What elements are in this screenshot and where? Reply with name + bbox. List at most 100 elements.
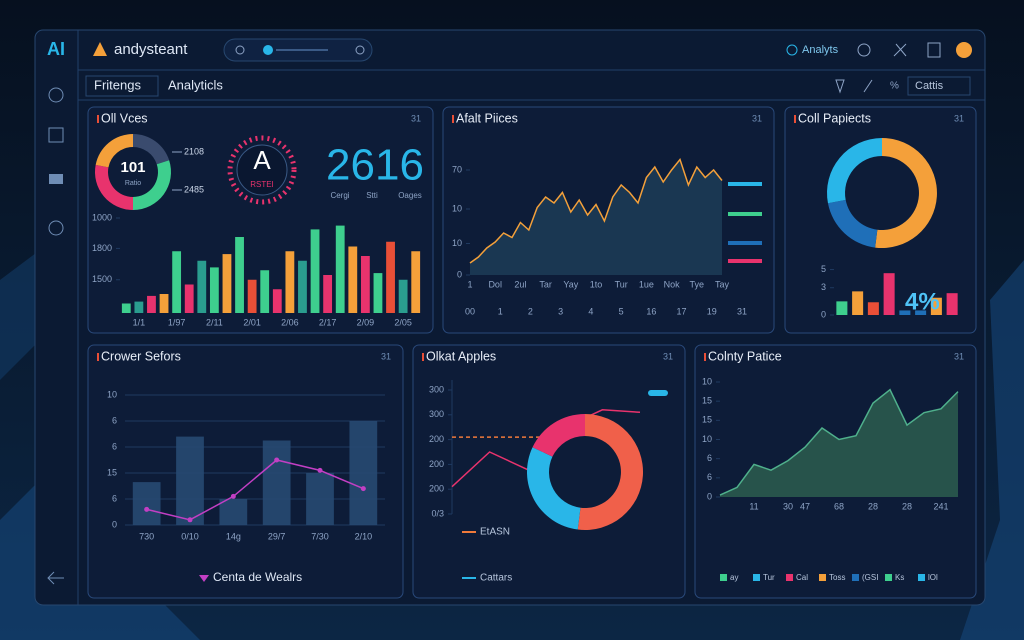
point xyxy=(360,486,366,492)
toolbar-box xyxy=(907,76,971,96)
bar xyxy=(930,297,942,315)
x-tick-label: Tur xyxy=(615,279,628,289)
bar xyxy=(219,499,248,525)
gauge xyxy=(227,135,297,205)
x-tick-label: 28 xyxy=(902,501,912,511)
donut-segment xyxy=(577,414,644,530)
sidebar-icon[interactable] xyxy=(48,127,64,143)
y-tick-label: 0 xyxy=(707,491,712,501)
sidebar-icon[interactable] xyxy=(48,87,64,103)
y-tick-label: 15 xyxy=(107,467,117,477)
panel-badge: 31 xyxy=(954,351,964,361)
legend-marker xyxy=(786,574,793,581)
bar xyxy=(883,273,895,315)
big-caption: Cergi xyxy=(330,191,349,200)
y-tick-label: 6 xyxy=(112,441,117,451)
y-tick-label: 1500 xyxy=(92,274,112,284)
settings-icon[interactable] xyxy=(857,43,871,57)
y-tick-label: 300 xyxy=(429,384,444,394)
panel-title: Oll Vces xyxy=(101,111,148,125)
decor-bar xyxy=(728,259,762,263)
bar xyxy=(260,270,270,313)
y-tick-label: 200 xyxy=(429,484,444,494)
avatar[interactable] xyxy=(956,42,972,58)
y-tick-label: 3 xyxy=(821,282,826,292)
y-tick-label: 1800 xyxy=(92,243,112,253)
y-tick-label: 1000 xyxy=(92,212,112,222)
x-tick-label: 16 xyxy=(646,306,656,316)
y-tick-label: 6 xyxy=(112,415,117,425)
legend-label: Cal xyxy=(796,573,808,582)
slider-knob[interactable] xyxy=(263,45,273,55)
legend-label: Ks xyxy=(895,573,904,582)
bar xyxy=(272,289,282,313)
y-tick-label: 0 xyxy=(821,309,826,319)
bar xyxy=(147,295,156,313)
x-tick-label: 29/7 xyxy=(268,531,286,541)
x-tick-label: 2/06 xyxy=(281,317,299,327)
panel-title: Olkat Apples xyxy=(426,349,496,363)
nav-link[interactable]: Analyts xyxy=(802,44,839,56)
legend-marker xyxy=(885,574,892,581)
sidebar-icon[interactable] xyxy=(48,220,64,236)
bar xyxy=(946,293,958,315)
bar xyxy=(306,473,334,525)
toolbar-label[interactable]: Cattis xyxy=(915,80,944,92)
sidebar-icon[interactable] xyxy=(49,174,63,184)
y-tick-label: 0 xyxy=(112,519,117,529)
bar xyxy=(132,482,161,525)
point xyxy=(274,457,280,463)
donut-segment xyxy=(133,134,170,165)
logo: AI xyxy=(47,39,65,59)
x-tick-label: 4 xyxy=(588,306,593,316)
y-tick-label: 0/3 xyxy=(431,508,444,518)
big-caption: Stti xyxy=(366,191,378,200)
panel xyxy=(87,344,404,599)
tab[interactable]: Analyticls xyxy=(168,77,223,92)
donut-segment xyxy=(827,199,878,248)
line xyxy=(146,459,364,521)
y-tick-label: 10 xyxy=(107,389,117,399)
x-tick-label: 47 xyxy=(800,501,810,511)
tool-icon[interactable]: % xyxy=(890,81,899,92)
big-number: 2616 xyxy=(326,141,424,190)
title-mark xyxy=(452,115,454,123)
legend-marker xyxy=(753,574,760,581)
bar xyxy=(915,310,927,315)
bar xyxy=(899,310,911,315)
doc-icon[interactable] xyxy=(927,42,941,58)
legend-label: Toss xyxy=(829,573,845,582)
y-tick-label: 15 xyxy=(702,415,712,425)
x-tick-label: Tay xyxy=(715,279,730,289)
bar xyxy=(222,254,232,313)
title-mark xyxy=(704,353,706,361)
x-tick-label: 11 xyxy=(749,501,758,511)
bar xyxy=(247,279,257,313)
bar xyxy=(209,267,219,313)
legend-label: Centa de Wealrs xyxy=(213,570,302,584)
legend-label: (GSI xyxy=(862,573,878,582)
title-mark xyxy=(97,353,99,361)
x-tick-label: 14g xyxy=(226,531,241,541)
x-tick-label: 1ue xyxy=(639,279,654,289)
legend-marker xyxy=(720,574,727,581)
x-tick-label: 0/10 xyxy=(181,531,199,541)
back-icon[interactable] xyxy=(47,571,64,585)
tool-icon[interactable] xyxy=(835,79,845,94)
x-tick-label: Nok xyxy=(664,279,681,289)
tools-icon[interactable] xyxy=(893,43,907,57)
y-tick-label: 6 xyxy=(112,493,117,503)
tool-icon[interactable] xyxy=(863,79,873,93)
x-tick-label: 68 xyxy=(834,501,844,511)
x-tick-label: 2/05 xyxy=(394,317,412,327)
point xyxy=(230,493,236,499)
panel-badge: 31 xyxy=(752,113,762,123)
ring-label: 2485 xyxy=(184,184,204,194)
bar xyxy=(373,273,383,313)
x-tick-label: 2 xyxy=(528,306,533,316)
big-caption: Oages xyxy=(398,191,422,200)
gauge-caption: RSTEI xyxy=(250,180,274,189)
bar xyxy=(159,294,169,313)
tab[interactable]: Fritengs xyxy=(94,77,141,92)
